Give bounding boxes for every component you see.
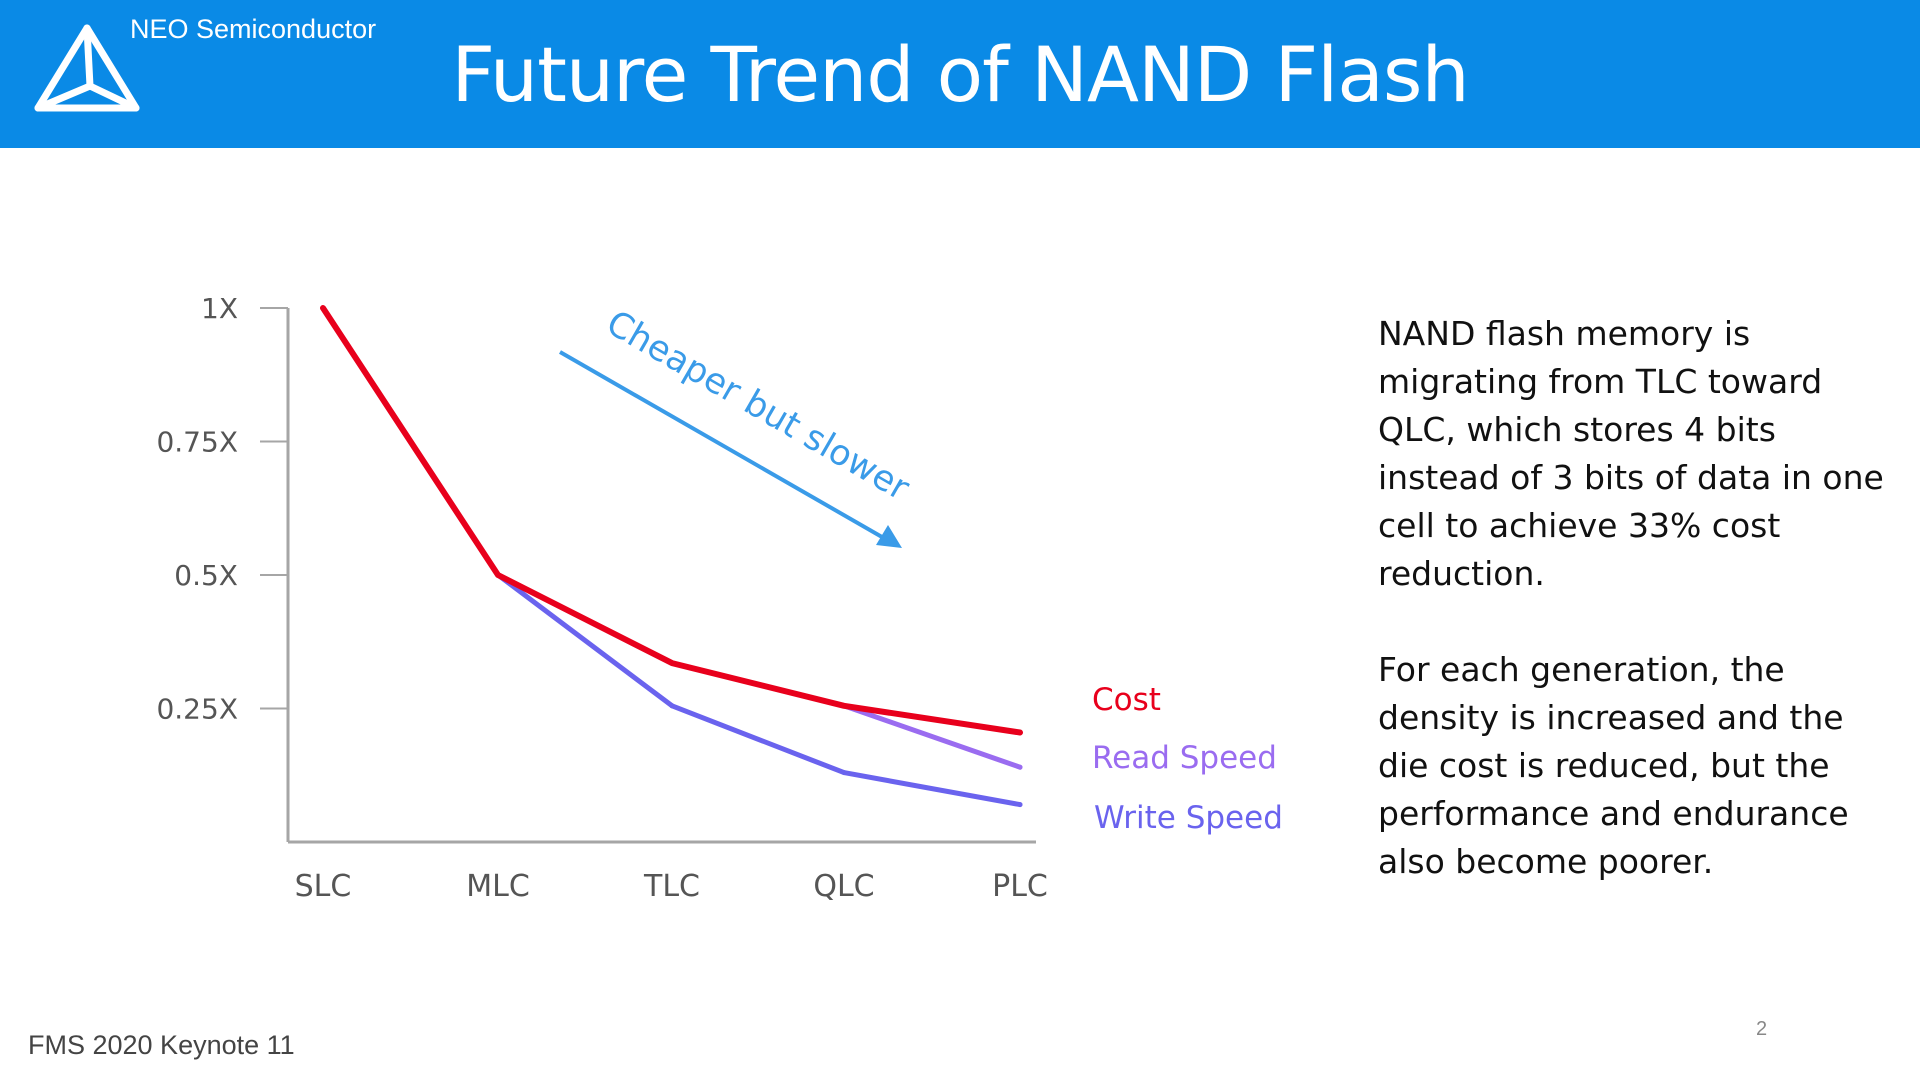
data-point-read-speed bbox=[1017, 764, 1023, 770]
data-point-write-speed bbox=[669, 703, 675, 709]
annotation-arrow-line bbox=[559, 350, 883, 539]
footer-source: FMS 2020 Keynote 11 bbox=[28, 1030, 295, 1060]
slide-title: Future Trend of NAND Flash bbox=[451, 30, 1469, 119]
legend-label-write-speed: Write Speed bbox=[1094, 800, 1283, 836]
data-point-cost bbox=[320, 305, 326, 311]
page-number: 2 bbox=[1756, 1018, 1768, 1040]
data-point-cost bbox=[495, 572, 501, 578]
description-text: NAND flash memory is migrating from TLC … bbox=[1378, 310, 1898, 934]
data-point-write-speed bbox=[841, 770, 847, 776]
legend-label-read-speed: Read Speed bbox=[1092, 740, 1277, 776]
x-tick-label: SLC bbox=[295, 869, 352, 904]
y-tick-label: 0.5X bbox=[174, 559, 238, 592]
data-point-cost bbox=[669, 660, 675, 666]
y-tick-label: 0.75X bbox=[156, 426, 238, 459]
description-paragraph: NAND flash memory is migrating from TLC … bbox=[1378, 314, 1884, 593]
data-point-write-speed bbox=[1017, 802, 1023, 808]
annotation-text: Cheaper but slower bbox=[600, 303, 917, 509]
description-paragraph: For each generation, the density is incr… bbox=[1378, 650, 1849, 881]
company-name: NEO Semiconductor bbox=[130, 14, 377, 44]
legend-label-cost: Cost bbox=[1092, 682, 1161, 718]
x-tick-label: MLC bbox=[466, 869, 530, 904]
x-tick-label: PLC bbox=[992, 869, 1048, 904]
x-tick-label: TLC bbox=[643, 869, 700, 904]
y-tick-label: 1X bbox=[201, 292, 238, 325]
header-bar: NEO Semiconductor Future Trend of NAND F… bbox=[0, 0, 1920, 148]
pyramid-logo-icon bbox=[34, 24, 140, 112]
data-point-cost bbox=[841, 703, 847, 709]
y-tick-label: 0.25X bbox=[156, 693, 238, 726]
data-point-cost bbox=[1017, 730, 1023, 735]
arrow-head-icon bbox=[876, 525, 902, 548]
x-tick-label: QLC bbox=[813, 869, 874, 904]
